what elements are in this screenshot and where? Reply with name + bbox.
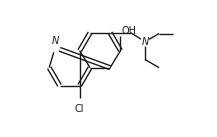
Text: Cl: Cl bbox=[75, 104, 84, 114]
Text: N: N bbox=[51, 36, 59, 46]
Text: OH: OH bbox=[122, 26, 137, 36]
Text: N: N bbox=[141, 37, 149, 47]
